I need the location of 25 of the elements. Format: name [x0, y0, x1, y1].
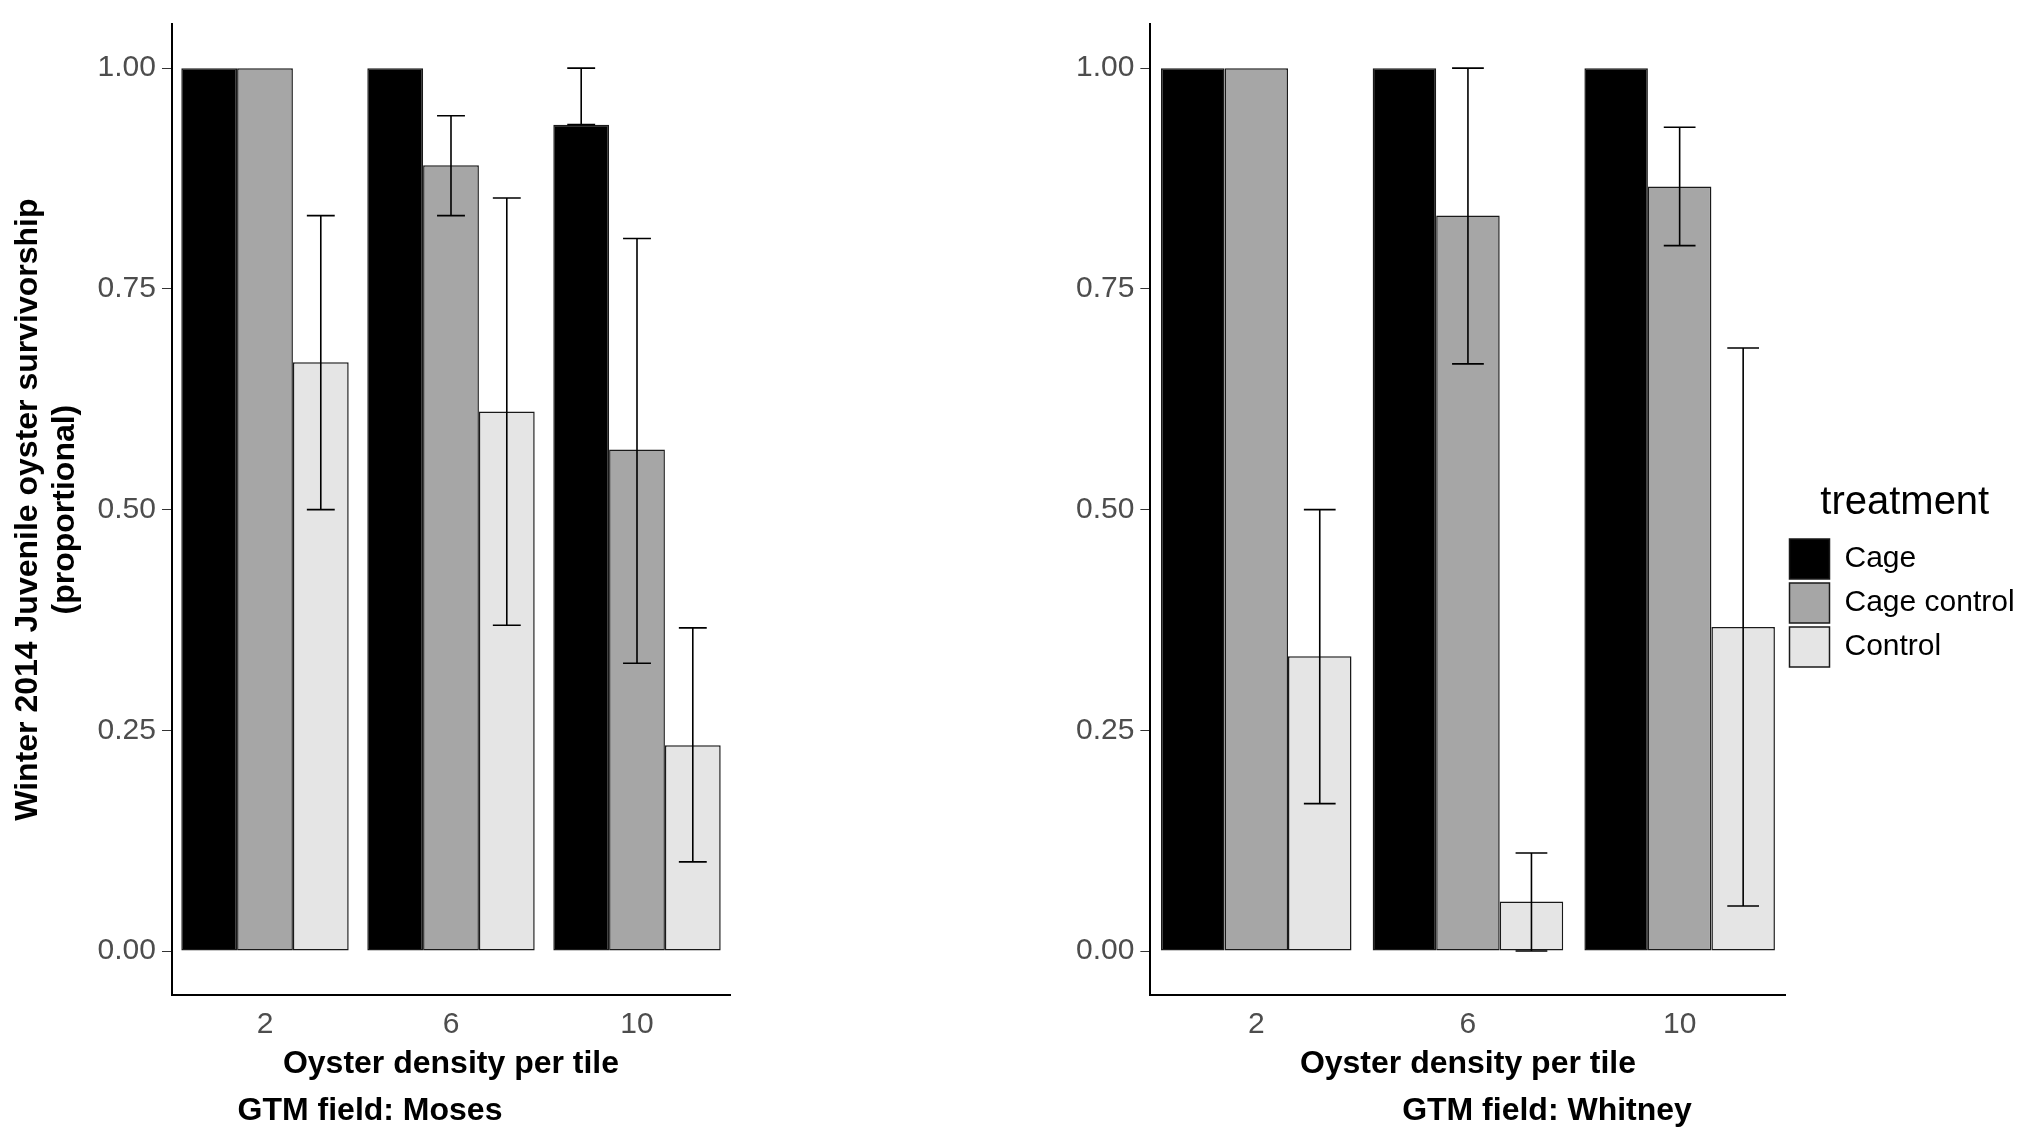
x-tick-label: 2 — [256, 1006, 274, 1040]
x-tick-label: 6 — [1459, 1006, 1477, 1040]
y-tick-label: 0.50 — [1076, 490, 1135, 524]
legend-label: Cage control — [1844, 584, 2015, 618]
y-axis-title: Winter 2014 Juvenile oyster survivorship (proportional) — [8, 198, 82, 821]
x-tick-label: 10 — [1662, 1006, 1697, 1040]
y-tick-label: 1.00 — [97, 49, 156, 83]
y-tick-label: 1.00 — [1076, 49, 1135, 83]
legend-label: Control — [1844, 628, 1942, 662]
text: GTM field: Moses — [237, 1090, 503, 1127]
y-tick-label: 0.00 — [97, 932, 156, 966]
x-tick-label: 10 — [620, 1006, 654, 1040]
x-tick-label: 6 — [442, 1006, 460, 1040]
x-tick-label: 2 — [1247, 1006, 1265, 1040]
text: GTM field: Whitney — [1402, 1090, 1693, 1127]
y-tick-label: 0.25 — [97, 711, 156, 745]
x-axis-title: Oyster density per tile — [282, 1044, 620, 1081]
y-tick-label: 0.50 — [97, 490, 156, 524]
legend-label: Cage — [1844, 540, 1917, 574]
y-tick-label: 0.25 — [1076, 711, 1135, 745]
y-tick-label: 0.75 — [97, 270, 156, 304]
x-axis-title: Oyster density per tile — [1299, 1044, 1637, 1081]
y-tick-label: 0.75 — [1076, 270, 1135, 304]
legend-title: treatment — [1820, 478, 1990, 523]
y-tick-label: 0.00 — [1076, 932, 1135, 966]
